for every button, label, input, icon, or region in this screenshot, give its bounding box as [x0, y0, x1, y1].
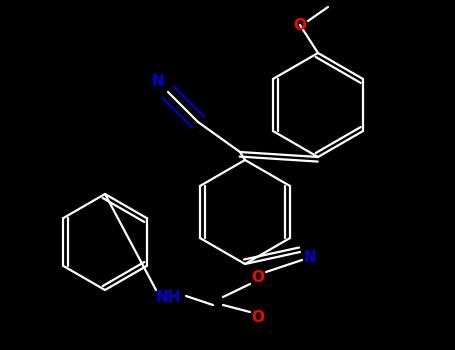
- Text: N: N: [303, 250, 316, 265]
- Text: O: O: [293, 18, 307, 33]
- Text: NH: NH: [155, 290, 181, 306]
- Text: O: O: [252, 271, 264, 286]
- Text: N: N: [152, 75, 164, 90]
- Text: O: O: [252, 310, 264, 326]
